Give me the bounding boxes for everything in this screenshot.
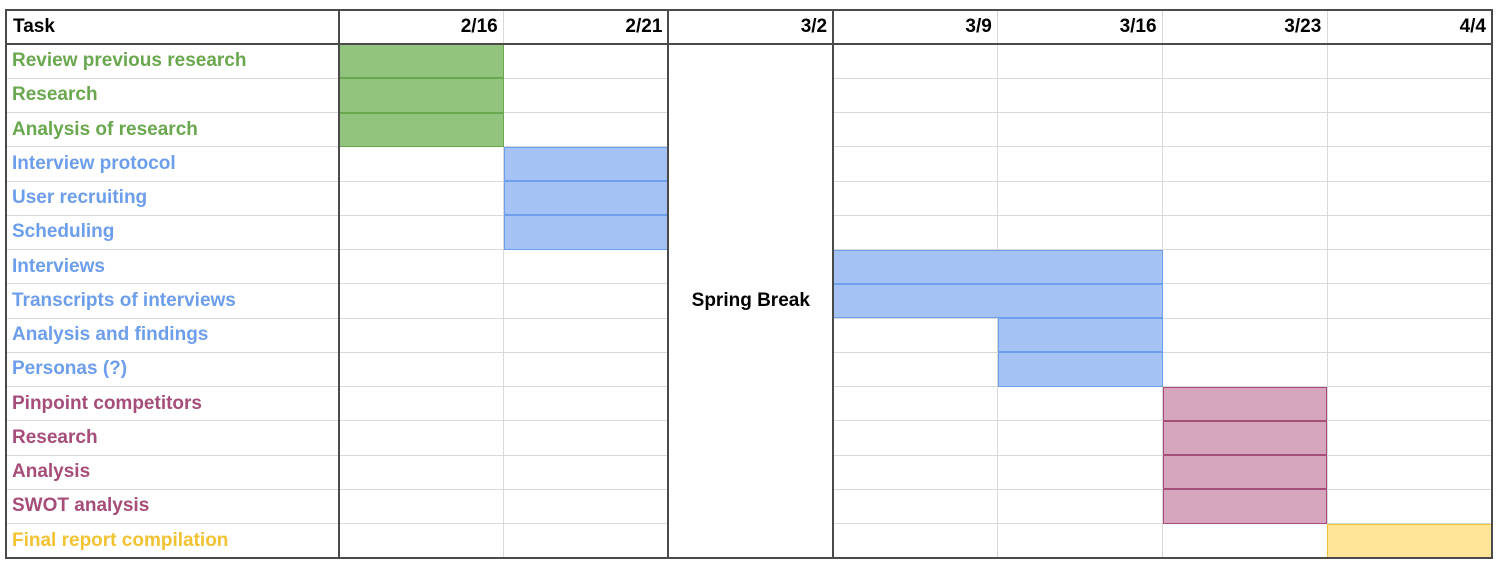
task-label: Review previous research [12,50,247,71]
task-bar [997,318,1163,353]
task-label: Personas (?) [12,358,128,380]
table-border-line [5,9,7,559]
task-label: Analysis [12,461,91,482]
table-border-line [1491,9,1493,559]
task-bar [339,44,504,79]
task-label: Pinpoint competitors [12,392,202,414]
task-label: Research [12,426,98,448]
task-label: SWOT analysis [12,495,150,517]
table-border-line [832,9,835,559]
task-label: Final report compilation [12,529,229,551]
task-bar [1162,386,1328,421]
header-date: 3/2 [800,16,828,37]
task-label: Research [12,84,98,106]
task-label: Analysis of research [12,118,198,140]
header-task: Task [13,16,55,37]
header-date: 3/16 [1119,16,1157,37]
task-bar [503,215,669,250]
task-bar [997,352,1163,387]
task-label: Interviews [12,255,105,277]
table-border-line [5,9,1492,11]
spring-break-cell: Spring Break [669,45,833,557]
task-bar [1162,420,1328,455]
task-label: Interview protocol [12,152,176,174]
task-bar [339,78,504,113]
task-label: Analysis and findings [12,324,209,345]
table-border-line [338,9,340,559]
column-gridline [503,9,505,558]
header-date: 2/21 [625,16,663,37]
task-bar [503,146,669,181]
header-date: 2/16 [460,16,498,37]
column-gridline [1326,9,1328,558]
task-bar [833,249,1163,284]
task-bar [1162,489,1328,524]
header-date: 3/9 [965,16,992,37]
header-date: 4/4 [1459,16,1486,37]
task-label: User recruiting [12,187,148,208]
task-bar [1162,455,1328,490]
task-label: Transcripts of interviews [12,289,236,311]
task-label: Scheduling [12,221,115,243]
task-bar [1327,523,1492,558]
task-bar [503,181,669,216]
table-border-line [5,556,1492,559]
table-border-line [667,9,670,559]
task-bar [833,283,1163,318]
table-border-line [5,43,1492,45]
column-gridline [1162,9,1164,558]
header-date: 3/23 [1284,16,1322,37]
task-bar [339,112,504,147]
